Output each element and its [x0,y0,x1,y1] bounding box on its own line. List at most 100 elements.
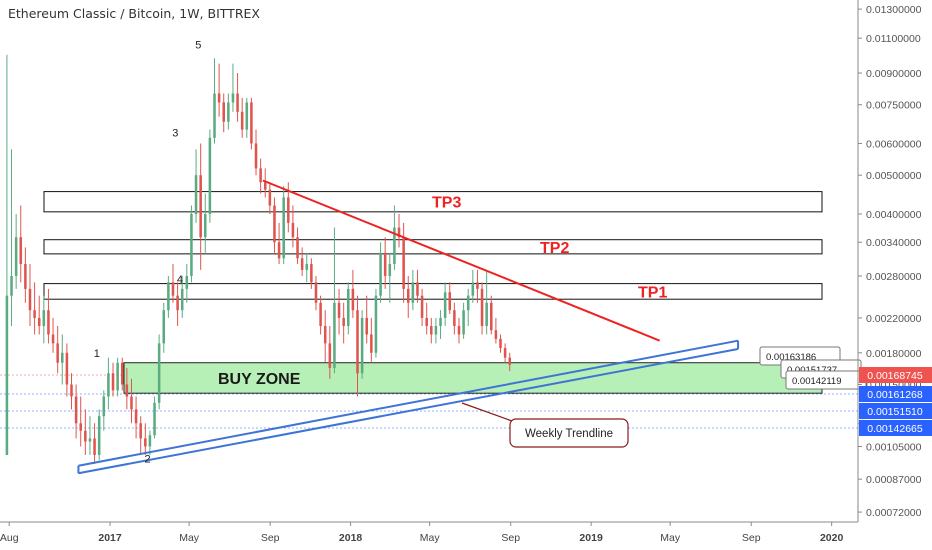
candle-body [148,435,152,447]
candle-body [300,258,304,270]
candle-body [296,237,299,259]
candle-body [397,227,401,238]
candle-body [185,275,189,289]
candle-body [370,334,373,353]
candle-body [476,282,479,289]
x-tick-label: Sep [501,532,520,544]
candle-body [116,362,119,391]
candle-body [65,352,69,385]
candle-body [102,396,106,417]
candle-body [134,409,138,424]
candle-body [111,373,115,391]
buy-zone-label: BUY ZONE [218,371,301,388]
candle-body [125,384,129,397]
candle-body [310,263,313,283]
x-tick-label: 2017 [98,532,122,544]
candle-body [79,423,82,431]
candle-body [24,263,27,289]
y-tick-label: 0.00087000 [866,474,922,486]
candle-body [365,317,368,335]
candle-body [439,317,442,326]
candle-body [453,310,456,326]
tp-zone-box-tp3 [43,191,823,213]
price-badge [859,420,932,436]
candle-body [213,93,216,138]
candle-body [61,352,64,363]
tp-zone-box-tp1 [43,283,823,300]
x-tick-label: May [179,532,200,544]
y-tick-label: 0.00072000 [866,507,922,519]
candle-body [268,189,272,206]
candle-body [120,362,124,385]
candle-body [139,423,142,439]
candle-body [217,93,221,103]
candle-body [47,310,50,335]
candle-body [14,237,18,276]
candle-body [74,396,78,424]
candle-body [190,213,193,276]
candle-body [28,288,32,311]
x-tick-label: May [660,532,681,544]
candle-body [70,384,73,397]
candle-body [93,438,96,455]
x-tick-label: 2018 [339,532,363,544]
candle-body [167,282,170,311]
y-tick-label: 0.00400000 [866,209,922,221]
price-badge-label: 0.00161268 [867,389,923,401]
x-tick-label: May [420,532,441,544]
candle-body [342,317,345,326]
candle-body [360,317,364,374]
candle-body [153,402,156,436]
candle-body [490,302,493,331]
candle-body [323,325,327,344]
x-tick-label: Aug [0,532,19,544]
candle-body [263,182,267,190]
candle-body [291,222,295,238]
x-tick-label: Sep [742,532,761,544]
candle-body [416,282,419,296]
candle-body [494,330,498,339]
candle-body [107,373,110,397]
candle-body [162,310,166,344]
candle-body [254,143,258,169]
y-tick-label: 0.00220000 [866,313,922,325]
tp1-label: TP1 [638,285,667,302]
tp-zone-box-tp2 [43,239,823,255]
y-tick-label: 0.01100000 [866,33,921,45]
candle-body [236,93,239,112]
candle-body [180,288,184,311]
price-callout-label: 0.00142119 [792,376,842,387]
candle-body [508,357,511,365]
resistance-line [262,179,661,342]
price-badge-label: 0.00151510 [867,406,923,418]
candle-body [204,213,207,238]
candle-body [88,438,92,442]
candle-body [84,430,87,442]
candle-body [42,310,46,326]
candle-body [282,197,285,259]
candle-body [356,310,359,374]
candle-body [471,282,475,296]
candle-body [5,295,9,455]
candle-body [402,237,405,289]
candle-body [287,197,290,223]
candle-body [157,343,161,403]
candle-body [19,237,23,264]
callout-arrow [461,402,513,422]
y-tick-label: 0.00600000 [866,139,922,151]
candle-body [425,317,428,326]
candle-body [457,325,461,335]
wave-label-5: 5 [195,40,201,52]
trendline-callout-label: Weekly Trendline [525,428,613,440]
y-tick-label: 0.00900000 [866,68,922,80]
candle-body [305,263,309,270]
candle-body [379,252,382,296]
candle-body [259,168,262,183]
candle-body [130,396,133,410]
candle-body [485,302,488,326]
candle-body [406,288,410,303]
candle-body [208,137,212,214]
candle-body [319,302,322,326]
